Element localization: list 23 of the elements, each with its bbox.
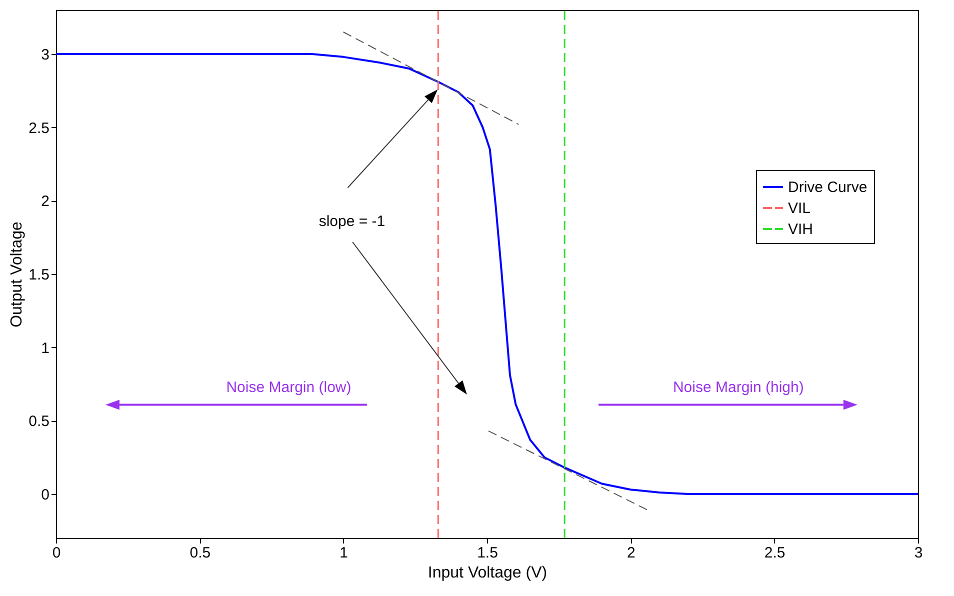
x-tick-label: 2.5 [764, 544, 786, 562]
y-tick-label: 3 [41, 46, 50, 64]
legend-label: Drive Curve [788, 179, 868, 196]
line-series [56, 53, 918, 495]
legend-label: VIH [788, 221, 814, 238]
x-tick-label: 2 [626, 544, 636, 562]
x-tick-label: 0.5 [190, 544, 211, 562]
annotation: Noise Margin (low) [226, 378, 352, 396]
x-tick-label: 1.5 [477, 544, 498, 562]
x-tick-label: 1 [340, 544, 348, 562]
y-axis-title: Output Voltage [8, 221, 26, 328]
annotation: Noise Margin (high) [672, 378, 804, 396]
x-tick-label: 0 [52, 544, 61, 562]
y-tick-label: 2.5 [28, 120, 50, 137]
x-tick-label: 3 [914, 544, 923, 562]
x-axis-title: Input Voltage (V) [428, 564, 548, 582]
annotation: slope = -1 [318, 213, 386, 230]
y-tick-label: 1.5 [28, 266, 50, 284]
y-tick-label: 0 [41, 486, 50, 504]
y-tick-label: 0.5 [28, 413, 50, 430]
legend-label: VIL [788, 200, 811, 217]
y-tick-label: 1 [41, 340, 50, 357]
y-tick-label: 2 [41, 193, 50, 210]
